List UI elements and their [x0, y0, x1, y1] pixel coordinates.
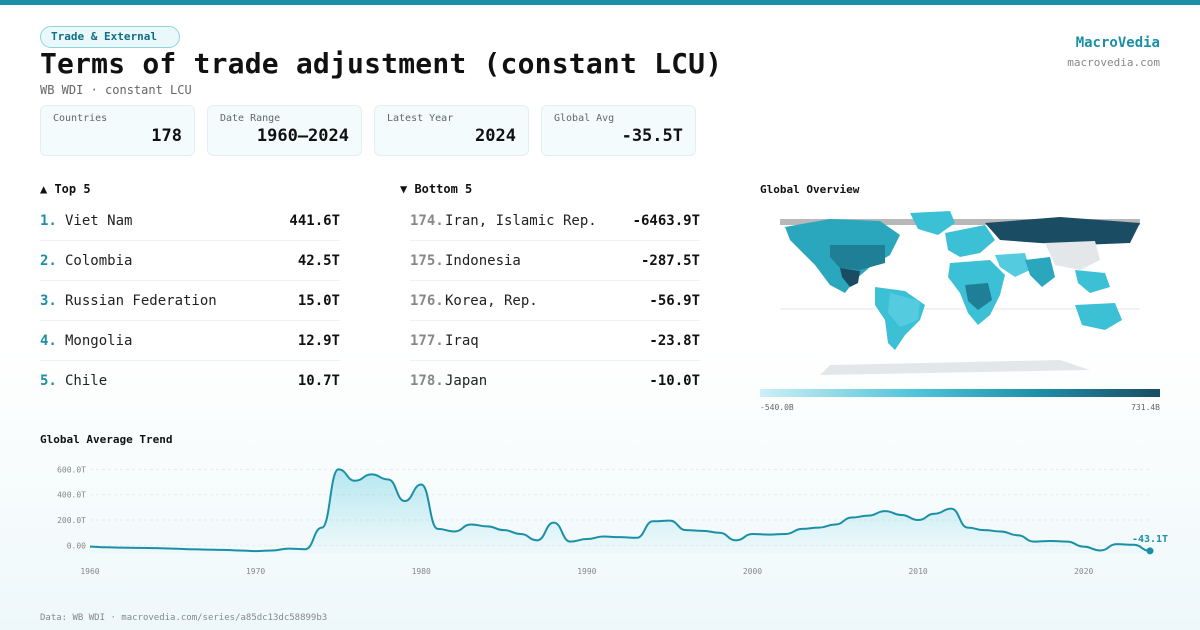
- country-value: 15.0T: [297, 292, 340, 309]
- stat-label: Latest Year: [387, 113, 454, 124]
- x-tick-label: 1960: [80, 567, 99, 576]
- rank-number: 177.: [410, 332, 444, 349]
- page-title: Terms of trade adjustment (constant LCU): [40, 47, 723, 80]
- stat-value: 1960–2024: [256, 126, 349, 146]
- bottom5-heading: ▼ Bottom 5: [400, 182, 473, 196]
- x-tick-label: 1990: [577, 567, 596, 576]
- stat-value: -35.5T: [621, 126, 683, 146]
- map-region-australia[interactable]: [1075, 303, 1122, 330]
- map-region-russia[interactable]: [985, 217, 1140, 245]
- country-value: 42.5T: [297, 252, 340, 269]
- map-region-brazil[interactable]: [888, 293, 920, 327]
- list-item[interactable]: 177. Iraq -23.8T: [410, 321, 700, 361]
- map-region-southeast-asia[interactable]: [1075, 270, 1110, 293]
- top5-list: 1. Viet Nam 441.6T 2. Colombia 42.5T 3. Russi…: [40, 201, 340, 401]
- x-tick-label: 2000: [743, 567, 762, 576]
- list-item[interactable]: 174. Iran, Islamic Rep. -6463.9T: [410, 201, 700, 241]
- stat-label: Countries: [53, 113, 108, 124]
- list-item[interactable]: 1. Viet Nam 441.6T: [40, 201, 340, 241]
- map-region-china[interactable]: [1045, 241, 1100, 270]
- brand-logo[interactable]: MacroVedia: [1075, 35, 1160, 51]
- country-value: -10.0T: [649, 373, 700, 389]
- country-value: 12.9T: [297, 332, 340, 349]
- category-tag[interactable]: Trade & External: [40, 26, 180, 48]
- map-grid-band: [780, 219, 1140, 225]
- country-value: -6463.9T: [632, 212, 700, 229]
- top-accent-bar: [0, 0, 1200, 5]
- map-region-south-asia[interactable]: [1025, 257, 1055, 287]
- country-name: Russian Federation: [65, 292, 217, 309]
- trend-line: [89, 468, 1151, 553]
- map-heading: Global Overview: [760, 183, 860, 196]
- country-value: -287.5T: [640, 252, 700, 269]
- rank-number: 176.: [410, 292, 444, 309]
- x-tick-label: 2020: [1074, 567, 1093, 576]
- map-region-usa[interactable]: [830, 245, 885, 270]
- rank-number: 178.: [410, 373, 444, 389]
- map-color-scale: [760, 389, 1160, 397]
- y-tick-label: 600.0T: [57, 465, 86, 474]
- map-region-greenland[interactable]: [910, 211, 955, 235]
- y-tick-label: 400.0T: [57, 491, 86, 500]
- stat-value: 178: [151, 126, 182, 146]
- footer-source: Data: WB WDI · macrovedia.com/series/a85…: [40, 613, 328, 623]
- map-region-antarctica: [820, 360, 1090, 375]
- top5-heading: ▲ Top 5: [40, 182, 91, 196]
- global-average-trend-chart[interactable]: 0.00 200.0T 400.0T 600.0T -43.1T 1960 1970 19…: [40, 455, 1170, 585]
- list-item[interactable]: 4. Mongolia 12.9T: [40, 321, 340, 361]
- country-name: Iran, Islamic Rep.: [445, 212, 597, 229]
- stat-label: Date Range: [220, 113, 281, 124]
- stat-label: Global Avg: [554, 113, 615, 124]
- y-tick-label: 0.00: [67, 541, 86, 550]
- rank-number: 175.: [410, 252, 444, 269]
- country-name: Colombia: [65, 252, 133, 269]
- stat-card-date-range: Date Range 1960–2024: [207, 105, 362, 156]
- scale-max-label: 731.4B: [1131, 403, 1160, 412]
- rank-number: 3.: [40, 292, 57, 309]
- x-tick-label: 1970: [246, 567, 265, 576]
- list-item[interactable]: 5. Chile 10.7T: [40, 361, 340, 401]
- rank-number: 1.: [40, 212, 57, 229]
- rank-number: 2.: [40, 252, 57, 269]
- map-region-europe[interactable]: [945, 225, 995, 257]
- list-item[interactable]: 178. Japan -10.0T: [410, 361, 700, 401]
- y-tick-label: 200.0T: [57, 516, 86, 525]
- trend-end-point[interactable]: [1146, 547, 1154, 555]
- world-choropleth-map[interactable]: [760, 205, 1160, 380]
- map-region-central-africa[interactable]: [965, 283, 992, 310]
- country-name: Indonesia: [445, 252, 521, 269]
- country-value: -23.8T: [649, 332, 700, 349]
- bottom5-list: 174. Iran, Islamic Rep. -6463.9T 175. Indon…: [410, 201, 700, 401]
- trend-end-label: -43.1T: [1132, 534, 1168, 545]
- trend-area-fill: [90, 469, 1150, 553]
- list-item[interactable]: 2. Colombia 42.5T: [40, 241, 340, 281]
- country-value: 441.6T: [289, 212, 340, 229]
- x-tick-label: 2010: [908, 567, 927, 576]
- list-item[interactable]: 3. Russian Federation 15.0T: [40, 281, 340, 321]
- country-name: Chile: [65, 373, 108, 389]
- x-tick-label: 1980: [412, 567, 431, 576]
- scale-min-label: -540.0B: [760, 403, 794, 412]
- map-region-mexico[interactable]: [840, 268, 860, 287]
- stat-card-countries: Countries 178: [40, 105, 195, 156]
- map-region-middle-east[interactable]: [995, 253, 1030, 277]
- country-name: Mongolia: [65, 332, 133, 349]
- stat-card-global-avg: Global Avg -35.5T: [541, 105, 696, 156]
- page-subtitle: WB WDI · constant LCU: [40, 83, 192, 97]
- country-name: Iraq: [445, 332, 479, 349]
- country-value: -56.9T: [649, 292, 700, 309]
- country-name: Viet Nam: [65, 212, 133, 229]
- stat-card-latest-year: Latest Year 2024: [374, 105, 529, 156]
- country-name: Korea, Rep.: [445, 292, 538, 309]
- rank-number: 174.: [410, 212, 444, 229]
- stat-value: 2024: [475, 126, 516, 146]
- list-item[interactable]: 176. Korea, Rep. -56.9T: [410, 281, 700, 321]
- list-item[interactable]: 175. Indonesia -287.5T: [410, 241, 700, 281]
- country-value: 10.7T: [297, 373, 340, 389]
- trend-heading: Global Average Trend: [40, 433, 173, 446]
- rank-number: 4.: [40, 332, 57, 349]
- country-name: Japan: [445, 373, 488, 389]
- rank-number: 5.: [40, 373, 57, 389]
- brand-url[interactable]: macrovedia.com: [1067, 56, 1160, 69]
